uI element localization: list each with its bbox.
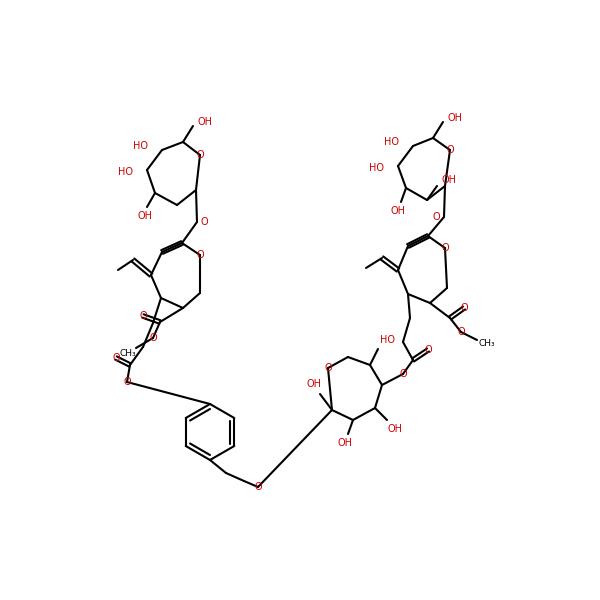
Text: OH: OH <box>137 211 152 221</box>
Text: OH: OH <box>197 117 212 127</box>
Text: OH: OH <box>448 113 463 123</box>
Text: O: O <box>446 145 454 155</box>
Text: O: O <box>196 150 204 160</box>
Text: O: O <box>139 311 147 321</box>
Text: O: O <box>324 363 332 373</box>
Text: HO: HO <box>118 167 133 177</box>
Text: O: O <box>112 353 120 363</box>
Text: OH: OH <box>442 175 457 185</box>
Text: O: O <box>432 212 440 222</box>
Text: OH: OH <box>388 424 403 434</box>
Text: O: O <box>196 250 204 260</box>
Text: O: O <box>200 217 208 227</box>
Text: O: O <box>424 345 432 355</box>
Text: HO: HO <box>133 141 148 151</box>
Text: HO: HO <box>384 137 399 147</box>
Text: OH: OH <box>307 379 322 389</box>
Text: O: O <box>123 377 131 387</box>
Text: O: O <box>460 303 468 313</box>
Text: HO: HO <box>369 163 384 173</box>
Text: O: O <box>149 333 157 343</box>
Text: HO: HO <box>380 335 395 345</box>
Text: OH: OH <box>391 206 406 216</box>
Text: O: O <box>254 482 262 492</box>
Text: O: O <box>441 243 449 253</box>
Text: O: O <box>399 369 407 379</box>
Text: O: O <box>457 327 465 337</box>
Text: CH₃: CH₃ <box>479 338 496 347</box>
Text: OH: OH <box>337 438 353 448</box>
Text: CH₃: CH₃ <box>119 349 136 358</box>
